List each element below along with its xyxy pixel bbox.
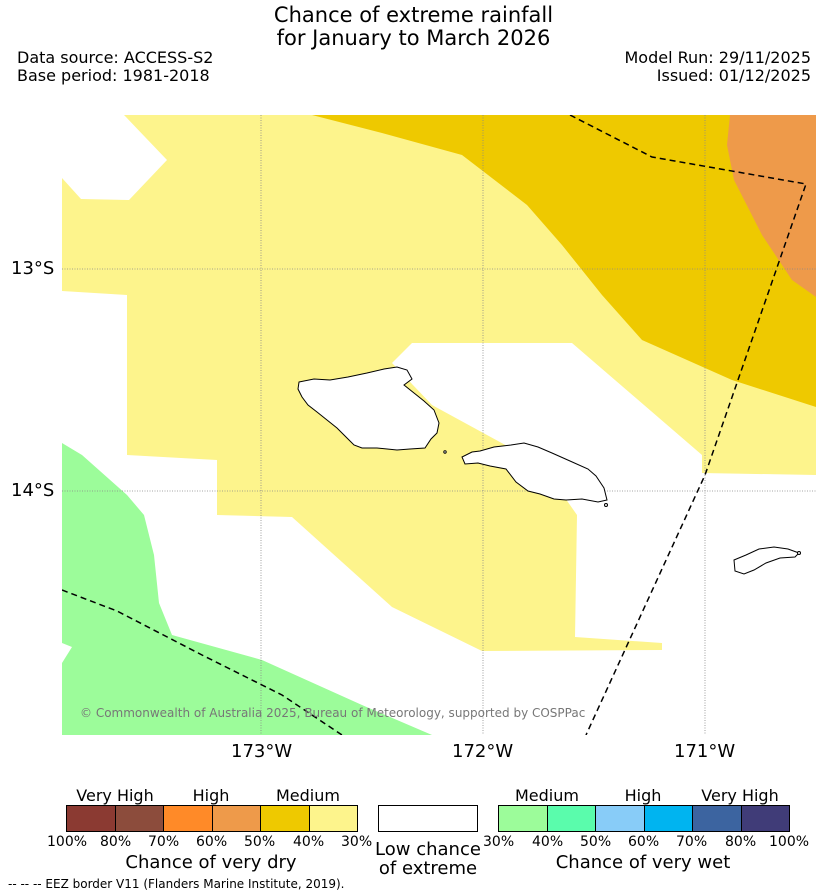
wet-tick-60: 60% [628, 834, 660, 850]
apolima-islet [443, 450, 447, 454]
wet-swatch-6 [741, 806, 789, 831]
nuulua-islet [604, 503, 608, 507]
low-chance-label-1: Low chance [375, 839, 481, 860]
dry-colorbar [66, 805, 358, 832]
dry-medium-label: Medium [276, 786, 340, 805]
wet-tick-100: 100% [769, 834, 810, 850]
dry-tick-60: 60% [196, 834, 228, 850]
issued-date: Issued: 01/12/2025 [656, 66, 811, 85]
base-period: Base period: 1981-2018 [17, 66, 210, 85]
wet-swatch-2 [547, 806, 596, 831]
lon-label-172w: 172°W [452, 741, 514, 762]
low-chance-label-2: of extreme [378, 858, 478, 879]
wet-legend-title: Chance of very wet [555, 852, 731, 873]
islands [297, 366, 801, 575]
wet-tick-80: 80% [725, 834, 757, 850]
dry-swatch-1 [67, 806, 116, 831]
dry-swatch-6 [309, 806, 357, 831]
dry-tick-100: 100% [47, 834, 88, 850]
dry-swatch-2 [115, 806, 164, 831]
wet-high-label: High [624, 786, 662, 805]
dry-tick-80: 80% [100, 834, 132, 850]
eez-footer-note: -- -- -- EEZ border V11 (Flanders Marine… [8, 877, 345, 891]
model-run: Model Run: 29/11/2025 [624, 48, 812, 67]
wet-swatch-1 [499, 806, 548, 831]
lon-label-171w: 171°W [674, 741, 736, 762]
title-line-1: Chance of extreme rainfall [273, 3, 554, 27]
savaii-island [297, 366, 440, 451]
lat-label-13s: 13°S [11, 258, 55, 279]
tutuila-island [733, 546, 800, 575]
aunuu-islet [797, 551, 801, 555]
upolu-island [461, 442, 608, 503]
dry-very-high-label: Very High [76, 786, 154, 805]
wet-tick-50: 50% [580, 834, 612, 850]
wet-swatch-4 [644, 806, 693, 831]
wet-very-high-label: Very High [701, 786, 779, 805]
dry-high-label: High [192, 786, 230, 805]
title-line-2: for January to March 2026 [276, 26, 551, 50]
dry-swatch-5 [261, 806, 310, 831]
region-medium-wet [62, 443, 432, 735]
eez-border-south-west [62, 589, 343, 735]
eez-border-east [569, 115, 807, 735]
dry-tick-70: 70% [148, 834, 180, 850]
wet-swatch-3 [596, 806, 645, 831]
wet-tick-70: 70% [676, 834, 708, 850]
lat-label-14s: 14°S [11, 480, 55, 501]
wet-tick-30: 30% [483, 834, 515, 850]
rainfall-map [62, 115, 816, 735]
eez-borders [62, 115, 807, 735]
wet-colorbar [498, 805, 790, 832]
dry-swatch-4 [212, 806, 261, 831]
dry-tick-30: 30% [341, 834, 373, 850]
wet-swatch-5 [693, 806, 742, 831]
region-medium-dry-dark [312, 115, 816, 407]
copyright-notice: © Commonwealth of Australia 2025, Bureau… [80, 706, 586, 720]
wet-tick-40: 40% [532, 834, 564, 850]
dry-tick-50: 50% [244, 834, 276, 850]
dry-tick-40: 40% [293, 834, 325, 850]
region-high-dry [727, 115, 816, 297]
gridlines [62, 115, 816, 735]
lon-label-173w: 173°W [231, 741, 293, 762]
dry-legend-title: Chance of very dry [125, 852, 297, 873]
low-chance-swatch [378, 805, 478, 832]
wet-medium-label: Medium [515, 786, 579, 805]
data-source: Data source: ACCESS-S2 [17, 48, 214, 67]
dry-swatch-3 [164, 806, 213, 831]
